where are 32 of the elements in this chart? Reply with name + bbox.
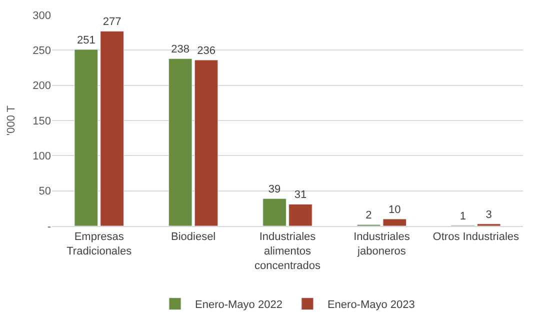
data-label: 1 xyxy=(460,210,466,222)
legend-label: Enero-Mayo 2023 xyxy=(327,299,415,312)
bar xyxy=(100,30,124,226)
legend-label: Enero-Mayo 2022 xyxy=(195,299,282,312)
y-tick-label: 200 xyxy=(32,80,51,92)
bar xyxy=(288,204,312,226)
bar xyxy=(74,49,98,226)
data-label: 39 xyxy=(268,184,281,196)
bar xyxy=(194,60,218,226)
y-tick-label: 100 xyxy=(32,150,51,163)
x-tick-label: Industriales alimentos concentrados xyxy=(254,231,322,272)
data-label: 31 xyxy=(294,189,307,202)
data-label: 238 xyxy=(171,44,190,56)
y-tick-label: - xyxy=(47,220,52,233)
y-tick-label: 300 xyxy=(32,10,51,22)
data-label: 2 xyxy=(366,210,372,222)
data-label: 277 xyxy=(102,16,122,28)
data-label: 236 xyxy=(197,45,216,58)
bar xyxy=(168,58,192,226)
y-tick-label: 150 xyxy=(32,115,51,128)
y-axis-title: '000 T xyxy=(5,105,18,136)
bar xyxy=(262,198,286,226)
y-tick-label: 250 xyxy=(32,45,51,58)
y-tick-label: 50 xyxy=(38,186,51,198)
bar xyxy=(382,218,407,226)
x-tick-label: Empresas Tradicionales xyxy=(66,231,132,258)
data-label: 251 xyxy=(76,34,96,46)
x-tick-label: Biodiesel xyxy=(170,231,216,244)
x-tick-label: Otros Industriales xyxy=(432,231,520,244)
data-label: 10 xyxy=(388,204,401,216)
x-tick-label: Industriales jaboneros xyxy=(354,231,410,258)
data-label: 3 xyxy=(486,208,492,221)
